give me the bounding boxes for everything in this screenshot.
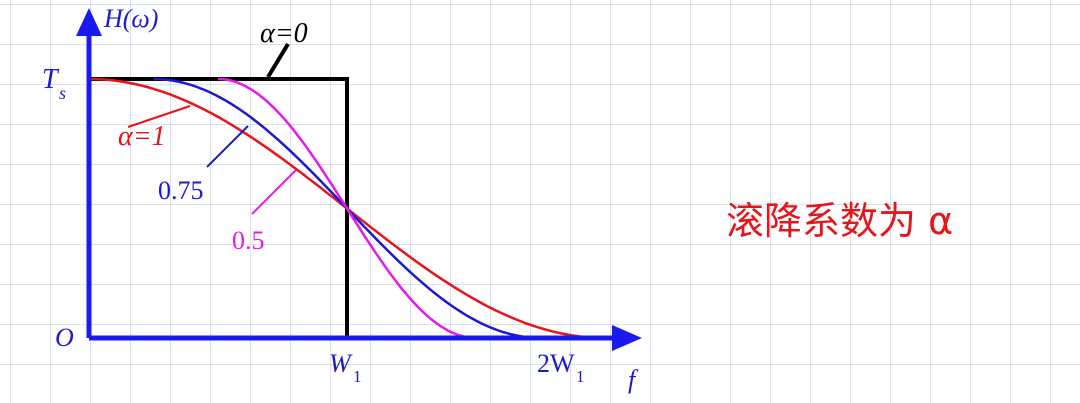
ts-label: T	[42, 64, 60, 95]
x-axis-label: f	[628, 365, 639, 394]
origin-label: O	[55, 323, 74, 352]
alpha-zero-label: α=0	[260, 18, 308, 49]
label-05: 0.5	[232, 226, 265, 255]
alpha-zero-leader	[266, 42, 290, 79]
leader-075	[206, 125, 249, 168]
alpha-one-leader	[127, 105, 191, 128]
rolloff-curve-alpha-0	[89, 77, 349, 338]
y-axis-arrow-icon	[76, 8, 102, 36]
alpha-one-label: α=1	[118, 121, 166, 152]
y-axis-label: H(ω)	[103, 4, 158, 33]
rolloff-caption: 滚降系数为 α	[726, 199, 954, 243]
w1-label: W	[329, 349, 353, 378]
two-w1-subscript: 1	[576, 367, 585, 386]
rolloff-curve-alpha-0-5	[217, 77, 477, 340]
leader-05	[251, 169, 297, 215]
x-axis-arrow-icon	[612, 325, 642, 351]
ts-subscript: s	[59, 83, 66, 103]
two-w1-text: 2W	[537, 349, 575, 378]
curves-group	[88, 77, 606, 340]
two-w1-label: 2W	[537, 349, 575, 378]
w1-subscript: 1	[353, 367, 362, 386]
label-075: 0.75	[158, 176, 204, 205]
